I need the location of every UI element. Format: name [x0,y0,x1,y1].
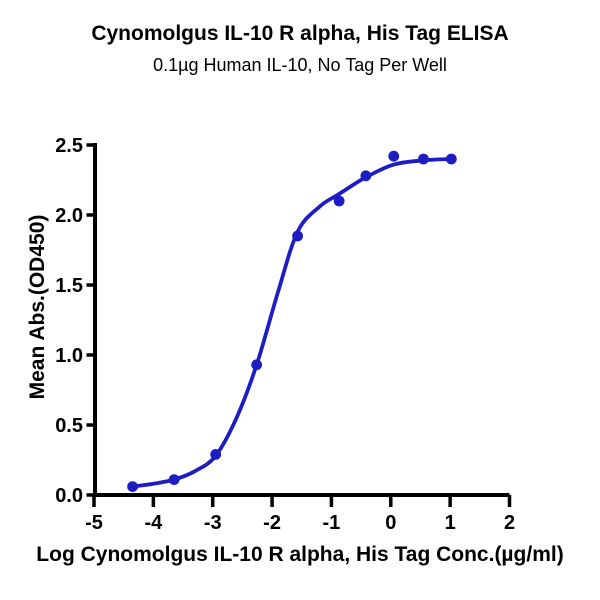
x-tick-label: 2 [504,512,515,534]
chart-subtitle: 0.1µg Human IL-10, No Tag Per Well [153,55,447,75]
data-point [251,359,263,371]
x-tick-label: 0 [385,512,396,534]
x-tick-label: -2 [263,512,281,534]
x-tick-label: -3 [204,512,222,534]
y-tick-label: 2.5 [55,135,83,157]
x-tick-label: -5 [85,512,103,534]
x-tick-label: -4 [144,512,163,534]
data-point [388,150,400,162]
data-point [445,153,457,165]
data-point [360,170,372,182]
y-tick-label: 0.5 [55,415,83,437]
y-tick-label: 1.5 [55,275,83,297]
y-tick-label: 1.0 [55,345,83,367]
chart-title: Cynomolgus IL-10 R alpha, His Tag ELISA [91,22,509,45]
x-tick-label: 1 [445,512,456,534]
x-axis-title: Log Cynomolgus IL-10 R alpha, His Tag Co… [36,543,564,566]
data-point [333,195,345,207]
x-tick-label: -1 [323,512,341,534]
fit-curve [130,157,454,489]
data-point [127,481,138,492]
data-point [210,449,222,460]
data-point [168,474,180,485]
data-point [292,230,303,242]
data-point [418,153,429,165]
y-tick-label: 2.0 [55,205,83,227]
y-tick-label: 0.0 [55,485,83,507]
